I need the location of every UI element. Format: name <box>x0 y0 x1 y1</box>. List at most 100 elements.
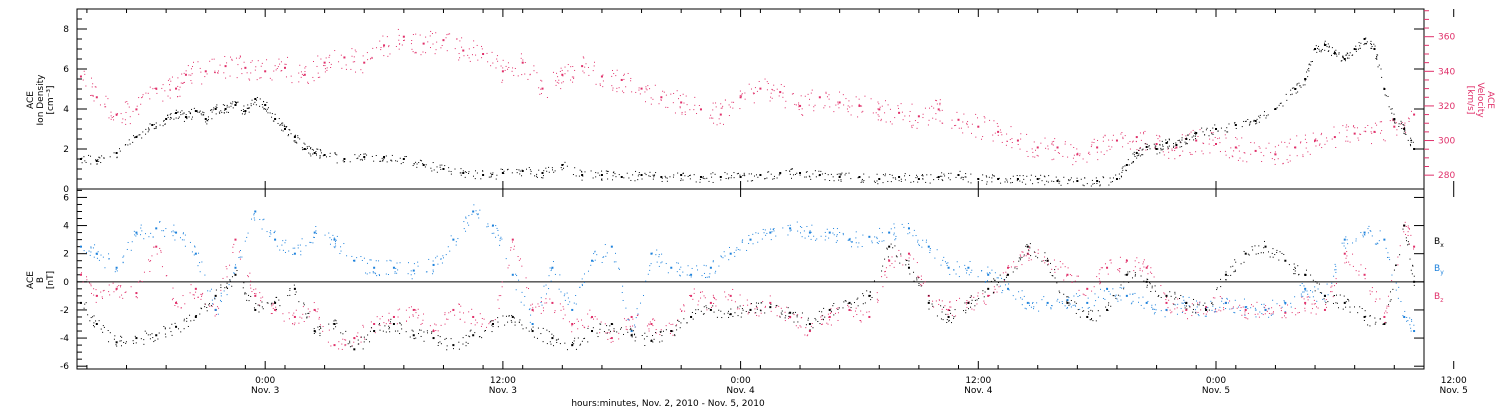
by-dot <box>1233 311 1235 313</box>
velocity-dot <box>1040 142 1042 144</box>
by-dot <box>442 257 444 259</box>
ion-density-dot <box>319 149 321 151</box>
top-panel-frame <box>76 8 1425 190</box>
by-dot <box>679 275 681 277</box>
ion-density-dot <box>766 177 768 179</box>
velocity-point <box>175 87 178 90</box>
bz-dot <box>847 305 849 307</box>
bx-dot <box>1348 300 1350 302</box>
ion-density-dot <box>714 173 716 175</box>
bx-point <box>135 337 138 340</box>
ion-density-dot <box>592 177 594 179</box>
ion-density-dot <box>224 109 226 111</box>
by-dot <box>181 239 183 241</box>
ion-density-dot <box>1102 176 1104 178</box>
bz-dot <box>877 301 879 303</box>
bx-dot <box>152 337 154 339</box>
bx-dot <box>632 330 634 332</box>
velocity-dot <box>555 84 557 86</box>
bx-dot <box>151 333 153 335</box>
by-dot <box>691 267 693 269</box>
bx-dot <box>969 296 971 298</box>
ion-density-dot <box>279 124 281 126</box>
bx-dot <box>740 316 742 318</box>
velocity-dot <box>191 73 193 75</box>
bz-dot <box>528 288 530 290</box>
bz-dot <box>1264 313 1266 315</box>
velocity-dot <box>290 75 292 77</box>
velocity-dot <box>287 56 289 58</box>
velocity-dot <box>425 36 427 38</box>
bz-dot <box>618 338 620 340</box>
bz-dot <box>1197 311 1199 313</box>
bz-dot <box>1085 294 1087 296</box>
bz-dot <box>102 297 104 299</box>
bz-dot <box>1138 262 1140 264</box>
bz-dot <box>1355 270 1357 272</box>
by-dot <box>1072 304 1074 306</box>
ion-density-point <box>1016 178 1019 180</box>
bx-dot <box>1243 250 1245 252</box>
bz-dot <box>1143 259 1145 261</box>
bx-dot <box>596 332 598 334</box>
by-dot <box>174 239 176 241</box>
ion-density-dot <box>1115 174 1117 176</box>
velocity-dot <box>825 91 827 93</box>
top-right-tick-label: 360 <box>1438 33 1455 43</box>
bx-dot <box>1204 308 1206 310</box>
velocity-dot <box>199 67 201 69</box>
bz-dot <box>1330 291 1332 293</box>
velocity-dot <box>935 118 937 120</box>
ion-density-dot <box>1202 131 1204 133</box>
by-dot <box>1069 303 1071 305</box>
bz-dot <box>1023 255 1025 257</box>
bx-dot <box>1247 253 1249 255</box>
ion-density-dot <box>1341 60 1343 62</box>
velocity-dot <box>1058 152 1060 154</box>
ion-density-dot <box>1385 95 1387 97</box>
bx-dot <box>882 265 884 267</box>
by-dot <box>143 238 145 240</box>
bx-dot <box>1092 320 1094 322</box>
velocity-dot <box>191 82 193 84</box>
bx-dot <box>450 338 452 340</box>
velocity-dot <box>1405 131 1407 133</box>
bz-dot <box>444 323 446 325</box>
bz-dot <box>215 313 217 315</box>
bx-dot <box>1169 291 1171 293</box>
velocity-dot <box>156 88 158 90</box>
by-point <box>293 252 296 255</box>
by-dot <box>757 241 759 243</box>
bz-dot <box>1093 286 1095 288</box>
bz-dot <box>1003 280 1005 282</box>
bz-dot <box>731 299 733 301</box>
ion-density-dot <box>536 173 538 175</box>
bz-dot <box>121 294 123 296</box>
ion-density-point <box>660 176 663 178</box>
ion-density-dot <box>545 167 547 169</box>
by-dot <box>98 259 100 261</box>
bz-dot <box>610 341 612 343</box>
bz-dot <box>648 324 650 326</box>
by-dot <box>477 213 479 215</box>
ion-density-dot <box>806 171 808 173</box>
bz-dot <box>1304 303 1306 305</box>
by-dot <box>1097 296 1099 298</box>
ion-density-dot <box>237 101 239 103</box>
ion-density-dot <box>132 141 134 143</box>
bz-dot <box>540 312 542 314</box>
ion-density-dot <box>1142 154 1144 156</box>
ion-density-dot <box>500 168 502 170</box>
velocity-dot <box>136 105 138 107</box>
bz-dot <box>262 296 264 298</box>
ion-density-dot <box>462 172 464 174</box>
bx-point <box>987 287 990 290</box>
by-dot <box>1088 306 1090 308</box>
bx-dot <box>431 331 433 333</box>
by-dot <box>352 260 354 262</box>
by-dot <box>944 261 946 263</box>
ion-density-dot <box>185 114 187 116</box>
bz-dot <box>1142 263 1144 265</box>
velocity-dot <box>214 72 216 74</box>
bz-dot <box>1220 310 1222 312</box>
